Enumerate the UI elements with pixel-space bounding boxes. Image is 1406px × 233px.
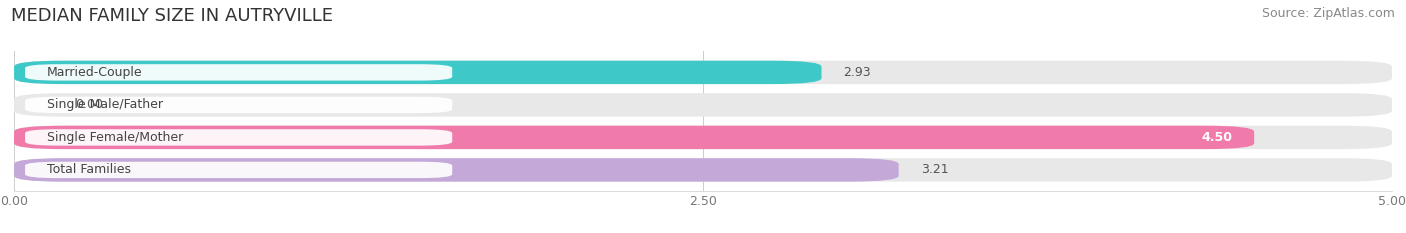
FancyBboxPatch shape bbox=[14, 61, 821, 84]
FancyBboxPatch shape bbox=[14, 93, 1392, 116]
Text: Single Male/Father: Single Male/Father bbox=[48, 98, 163, 111]
Text: Source: ZipAtlas.com: Source: ZipAtlas.com bbox=[1261, 7, 1395, 20]
FancyBboxPatch shape bbox=[25, 97, 453, 113]
FancyBboxPatch shape bbox=[14, 158, 1392, 182]
Text: 2.93: 2.93 bbox=[844, 66, 872, 79]
Text: 4.50: 4.50 bbox=[1201, 131, 1232, 144]
Text: Single Female/Mother: Single Female/Mother bbox=[48, 131, 183, 144]
FancyBboxPatch shape bbox=[14, 126, 1254, 149]
FancyBboxPatch shape bbox=[14, 126, 1392, 149]
FancyBboxPatch shape bbox=[14, 158, 898, 182]
Text: 3.21: 3.21 bbox=[921, 163, 948, 176]
Text: 0.00: 0.00 bbox=[75, 98, 103, 111]
FancyBboxPatch shape bbox=[25, 162, 453, 178]
FancyBboxPatch shape bbox=[25, 129, 453, 146]
FancyBboxPatch shape bbox=[14, 61, 1392, 84]
Text: Total Families: Total Families bbox=[48, 163, 131, 176]
Text: Married-Couple: Married-Couple bbox=[48, 66, 143, 79]
Text: MEDIAN FAMILY SIZE IN AUTRYVILLE: MEDIAN FAMILY SIZE IN AUTRYVILLE bbox=[11, 7, 333, 25]
FancyBboxPatch shape bbox=[25, 64, 453, 81]
